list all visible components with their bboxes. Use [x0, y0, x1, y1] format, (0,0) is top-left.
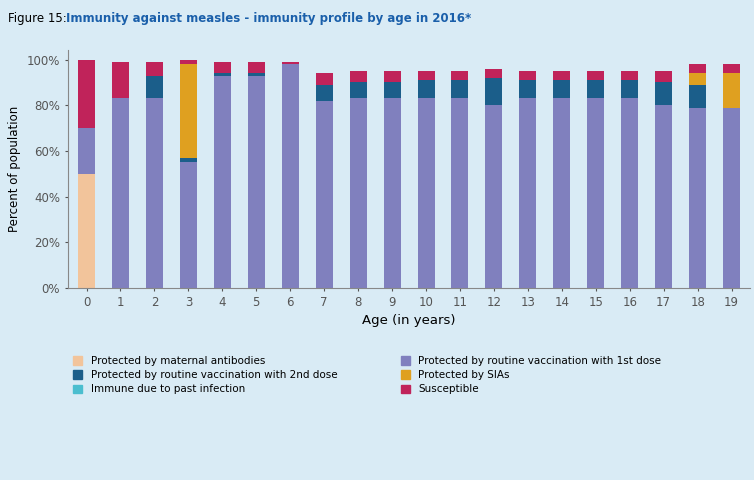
Bar [486, 78, 502, 105]
Bar [384, 83, 400, 98]
Bar [384, 71, 400, 83]
Bar [621, 98, 638, 288]
Bar [78, 60, 95, 128]
Bar [282, 62, 299, 64]
Text: Figure 15:: Figure 15: [8, 12, 70, 25]
Bar [689, 73, 706, 84]
Bar [486, 105, 502, 288]
Bar [316, 101, 333, 288]
Bar [486, 69, 502, 78]
Bar [180, 60, 197, 64]
Bar [587, 98, 604, 288]
Bar [587, 71, 604, 80]
Bar [248, 75, 265, 288]
Y-axis label: Percent of population: Percent of population [8, 106, 21, 232]
Bar [723, 73, 740, 108]
Text: Immunity against measles - immunity profile by age in 2016*: Immunity against measles - immunity prof… [66, 12, 471, 25]
Bar [553, 98, 570, 288]
Bar [418, 80, 434, 98]
Bar [282, 64, 299, 288]
Bar [248, 62, 265, 73]
Bar [350, 83, 366, 98]
Bar [621, 71, 638, 80]
Bar [655, 105, 672, 288]
Bar [553, 80, 570, 98]
Bar [520, 71, 536, 80]
Bar [180, 162, 197, 288]
Bar [316, 84, 333, 101]
Bar [112, 98, 129, 288]
X-axis label: Age (in years): Age (in years) [362, 314, 456, 327]
Bar [146, 98, 163, 288]
Bar [214, 75, 231, 288]
Bar [621, 80, 638, 98]
Legend: Protected by routine vaccination with 1st dose, Protected by SIAs, Susceptible: Protected by routine vaccination with 1s… [400, 356, 661, 395]
Bar [418, 71, 434, 80]
Bar [214, 62, 231, 73]
Bar [689, 64, 706, 73]
Bar [553, 71, 570, 80]
Bar [316, 73, 333, 84]
Bar [655, 83, 672, 105]
Bar [350, 71, 366, 83]
Bar [452, 71, 468, 80]
Bar [655, 71, 672, 83]
Bar [723, 64, 740, 73]
Bar [452, 80, 468, 98]
Bar [384, 98, 400, 288]
Bar [78, 128, 95, 174]
Bar [180, 158, 197, 162]
Bar [689, 108, 706, 288]
Bar [520, 80, 536, 98]
Bar [146, 75, 163, 98]
Bar [146, 62, 163, 75]
Bar [214, 73, 231, 75]
Bar [520, 98, 536, 288]
Bar [587, 80, 604, 98]
Bar [180, 64, 197, 158]
Bar [689, 84, 706, 108]
Bar [112, 62, 129, 98]
Bar [78, 174, 95, 288]
Bar [350, 98, 366, 288]
Bar [248, 73, 265, 75]
Bar [452, 98, 468, 288]
Bar [723, 108, 740, 288]
Bar [418, 98, 434, 288]
